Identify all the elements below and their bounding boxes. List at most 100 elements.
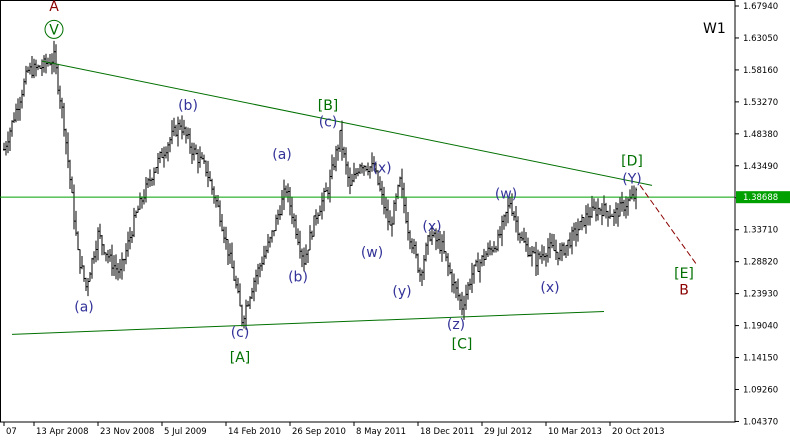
x-axis: 07 13 Apr 2008 23 Nov 2008 5 Jul 2009 14 Feb… (0, 421, 735, 437)
price-bar (115, 254, 117, 280)
price-bar (63, 102, 65, 137)
price-bar (255, 269, 257, 292)
price-bar (13, 112, 15, 124)
price-bar (393, 200, 395, 225)
price-bar (147, 177, 149, 189)
price-bar (467, 282, 469, 300)
projection-line (639, 185, 697, 265)
price-bar (587, 203, 589, 226)
price-bar (225, 226, 227, 250)
price-bar (253, 277, 255, 302)
price-bar (219, 200, 221, 227)
price-bar (331, 154, 333, 180)
price-bar (545, 252, 547, 267)
price-bar (157, 153, 159, 174)
price-bar (623, 199, 625, 217)
price-bar (51, 53, 53, 75)
price-bar (563, 242, 565, 256)
price-bar (415, 241, 417, 259)
price-bar (305, 244, 307, 265)
price-bar (189, 128, 191, 154)
price-bar (453, 273, 455, 294)
y-tick-label: 1.14150 (743, 354, 778, 364)
price-bar (35, 59, 37, 77)
price-bar (489, 240, 491, 256)
price-bar (11, 120, 13, 137)
price-bar (183, 119, 185, 136)
price-bar (617, 203, 619, 227)
price-bar (613, 209, 615, 226)
price-bar (377, 170, 379, 186)
price-bar (525, 232, 527, 252)
price-bar (131, 230, 133, 244)
x-tick-label: 29 Jul 2012 (484, 427, 532, 437)
y-tick-label: 1.48380 (743, 130, 778, 140)
price-bar (203, 154, 205, 165)
price-bar (433, 231, 435, 238)
price-bar (391, 216, 393, 237)
price-bar (261, 256, 263, 271)
price-bar (437, 230, 439, 249)
wave-label: (Y) (622, 171, 641, 187)
price-bar (449, 262, 451, 275)
price-bar (21, 89, 23, 109)
price-bar (339, 129, 341, 153)
price-bar (403, 182, 405, 214)
wave-label: (a) (74, 299, 94, 315)
price-bar (109, 248, 111, 262)
price-bar (67, 132, 69, 169)
price-bar (73, 184, 75, 230)
price-bar (499, 226, 501, 239)
price-bar (405, 196, 407, 224)
price-bar (325, 182, 327, 192)
price-bar (187, 127, 189, 140)
price-bar (561, 242, 563, 262)
price-bar (497, 229, 499, 252)
price-bar (25, 65, 27, 85)
price-bar (557, 251, 559, 266)
price-bar (537, 249, 539, 275)
price-bar (485, 250, 487, 261)
price-bar (541, 244, 543, 264)
price-bar (407, 212, 409, 241)
price-bar (523, 227, 525, 243)
price-bar (527, 237, 529, 258)
wave-label: (b) (288, 269, 308, 285)
price-bar (547, 238, 549, 263)
price-bar (273, 230, 275, 237)
price-bar (177, 116, 179, 147)
price-bar (481, 255, 483, 267)
wave-label: [C] (452, 337, 473, 353)
price-bar (163, 146, 165, 168)
x-tick-label: 20 Oct 2013 (612, 427, 665, 437)
wave-label: (z) (447, 317, 465, 333)
price-bar (383, 186, 385, 215)
wave-label: V (49, 22, 59, 38)
price-bar (65, 128, 67, 155)
wave-label: (a) (272, 147, 292, 163)
price-bar (85, 277, 87, 291)
x-tick-label: 14 Feb 2010 (228, 427, 281, 437)
price-bar (307, 249, 309, 264)
price-bar (551, 233, 553, 249)
price-bar (19, 96, 21, 121)
price-bar (323, 187, 325, 212)
price-bar (121, 252, 123, 280)
price-bar (161, 147, 163, 159)
price-bar (491, 246, 493, 256)
timeframe-label: W1 (703, 21, 726, 37)
price-bar (205, 160, 207, 177)
x-tick-label: 10 Mar 2013 (548, 427, 602, 437)
price-bar (23, 78, 25, 97)
price-bar (593, 198, 595, 211)
price-bar (363, 165, 365, 176)
y-tick-label: 1.43490 (743, 162, 778, 172)
x-tick-label: 5 Jul 2009 (164, 427, 207, 437)
price-bar (119, 259, 121, 279)
price-bar (279, 205, 281, 220)
price-bar (149, 169, 151, 187)
wave-label: [B] (318, 98, 339, 114)
price-bar (265, 245, 267, 259)
price-bar (595, 201, 597, 222)
price-bar (597, 198, 599, 221)
